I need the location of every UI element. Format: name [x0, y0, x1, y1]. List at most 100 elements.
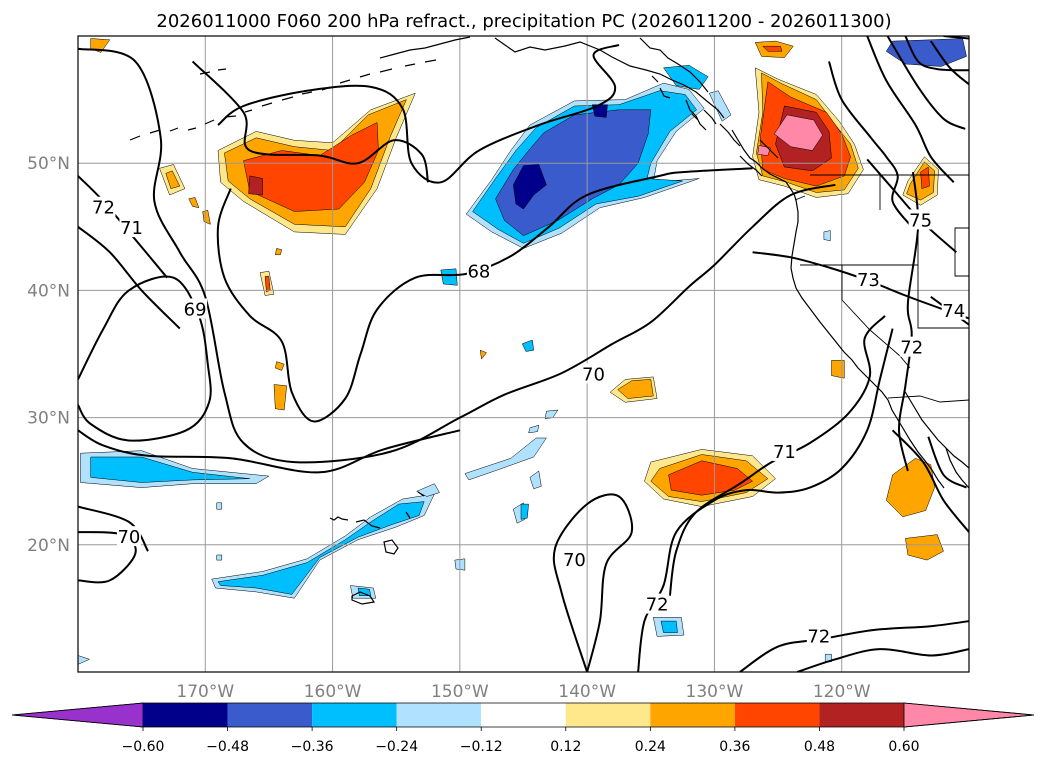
contour-label: 72: [807, 626, 830, 647]
contour-label: 72: [900, 338, 923, 359]
contour-label: 69: [184, 299, 207, 320]
precip-region-39: [663, 65, 709, 90]
colorbar-segment: [650, 703, 735, 727]
precip-region-19: [668, 460, 754, 496]
colorbar-segment: [312, 703, 397, 727]
contour-line-22: [929, 40, 969, 86]
precip-region-50: [217, 501, 425, 595]
contour-line-0: [78, 175, 168, 279]
gridlines: [78, 36, 969, 672]
colorbar-extend-max: [903, 702, 1035, 728]
precip-region-51: [464, 437, 547, 481]
precip-region-54: [528, 424, 540, 434]
precip-region-48: [78, 655, 91, 665]
contour-line-26: [891, 429, 969, 533]
contour-label-bg: [806, 625, 831, 646]
precip-region-36: [495, 109, 652, 236]
contour-line-24: [904, 36, 969, 72]
contour-line-9: [552, 493, 634, 672]
colorbar-segment: [143, 703, 228, 727]
precip-region-27: [762, 45, 783, 52]
shaded-regions: [78, 38, 967, 665]
contour-label-bg: [91, 196, 116, 217]
contour-line-4: [217, 43, 620, 184]
colorbar-segment: [734, 703, 820, 727]
colorbar-tick-label: −0.60: [122, 739, 165, 755]
latitude-label: 30°N: [27, 409, 70, 429]
contour-label-bg: [645, 593, 670, 614]
contour-label-bg: [581, 363, 606, 384]
precip-region-46: [216, 502, 223, 510]
alaska-panhandle: [651, 75, 741, 147]
contour-label-bg: [183, 298, 208, 319]
precip-region-42: [440, 268, 458, 286]
contour-label-bg: [562, 549, 587, 570]
colorbar-segment: [565, 703, 651, 727]
precip-region-41: [885, 38, 967, 67]
contour-line-20: [866, 36, 955, 183]
contour-label-bg: [856, 269, 881, 290]
contour-label: 71: [120, 218, 143, 239]
contour-line-5: [191, 60, 429, 183]
baja-california: [887, 389, 969, 489]
contour-label-bg: [466, 260, 491, 281]
contour-line-6: [78, 47, 836, 464]
precip-region-59: [416, 483, 440, 497]
contour-line-7: [78, 429, 461, 474]
precip-region-45: [90, 456, 250, 483]
hawaiian-islands: [329, 491, 425, 605]
colorbar-segment: [819, 703, 904, 727]
contour-label: 70: [582, 364, 605, 385]
map-frame: [77, 35, 970, 673]
contour-line-18: [866, 158, 957, 253]
colorbar: −0.60 −0.48 −0.36 −0.24 −0.12 0.12 0.24 0.36 0.4…: [11, 702, 1035, 755]
longitude-label: 140°W: [558, 682, 616, 702]
precip-region-12: [273, 384, 287, 411]
latitude-labels: 20°N 30°N 40°N 50°N: [27, 154, 70, 556]
precip-region-13: [479, 349, 488, 360]
contour-line-1: [78, 226, 181, 330]
coastlines: [129, 36, 969, 605]
precip-region-62: [660, 620, 678, 633]
colorbar-segment: [396, 703, 482, 727]
precip-region-32: [905, 534, 944, 561]
contour-line-14: [796, 648, 969, 672]
contour-label: 73: [857, 270, 880, 291]
colorbar-extend-min: [11, 702, 144, 728]
precip-region-43: [521, 339, 534, 352]
precip-region-30: [920, 166, 930, 189]
contour-label-bg: [116, 526, 141, 547]
latitude-label: 40°N: [27, 281, 70, 301]
contour-label-bg: [941, 299, 966, 320]
precip-region-53: [520, 503, 529, 520]
contour-line-13: [739, 620, 969, 672]
colorbar-tick-label: −0.48: [206, 739, 249, 755]
contour-label-bg: [772, 440, 797, 461]
colorbar-tick-label: 0.24: [635, 739, 666, 755]
precip-region-3: [248, 175, 263, 196]
longitude-labels: 170°W 160°W 150°W 140°W 130°W 120°W: [176, 682, 870, 702]
precip-region-6: [188, 197, 200, 209]
colorbar-tick-label: 0.60: [888, 739, 919, 755]
contour-line-2: [78, 275, 212, 442]
contour-label-bg: [908, 209, 933, 230]
contour-label: 71: [773, 442, 796, 463]
contour-line-12: [637, 328, 894, 672]
contour-label: 72: [646, 595, 669, 616]
colorbar-tick-label: −0.12: [460, 739, 503, 755]
precip-region-11: [275, 361, 285, 371]
colorbar-tick-label: −0.24: [375, 739, 418, 755]
contour-label: 75: [909, 210, 932, 231]
colorbar-tick-label: −0.36: [291, 739, 334, 755]
precip-region-33: [831, 360, 845, 379]
latitude-label: 50°N: [27, 154, 70, 174]
contour-line-11: [78, 505, 149, 552]
colorbar-segment: [481, 703, 566, 727]
contour-line-21: [886, 36, 966, 130]
precip-region-5: [165, 170, 181, 189]
colorbar-segment: [227, 703, 313, 727]
precip-region-16: [617, 379, 654, 399]
contour-line-19: [828, 61, 913, 228]
precip-region-10: [274, 248, 283, 256]
